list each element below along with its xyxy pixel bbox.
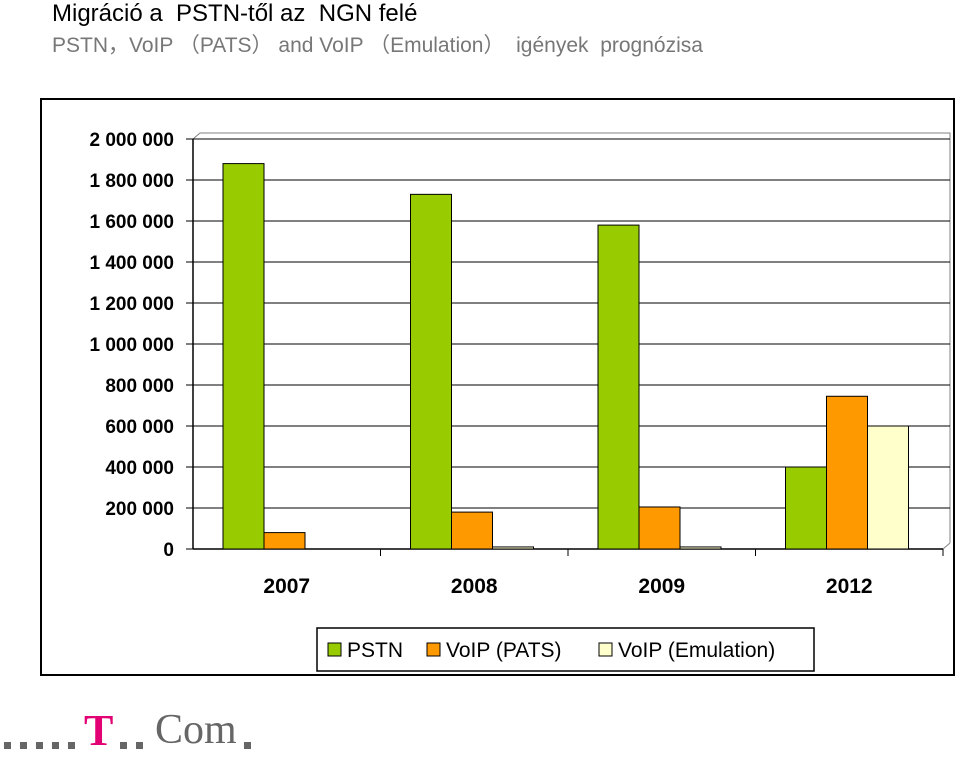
logo-dot <box>20 742 27 749</box>
chart-frame: 0 200 000 400 000 600 000 800 000 1 000 000 1 … <box>40 98 955 676</box>
legend-swatch <box>598 642 613 657</box>
plot-area-border <box>942 542 951 550</box>
y-tick-label: 0 <box>163 540 174 561</box>
bar-pstn <box>597 224 640 550</box>
logo-dot <box>4 742 11 749</box>
logo-dot <box>244 742 251 749</box>
x-tick-label: 2007 <box>263 575 310 598</box>
bar-voip-pats- <box>638 506 681 550</box>
y-tick-label: 1 000 000 <box>89 335 174 356</box>
bar-voip-pats- <box>451 511 493 550</box>
bar-voip-pats- <box>263 532 306 550</box>
y-tick-label: 1 400 000 <box>89 253 174 274</box>
y-tick-label: 1 200 000 <box>89 294 174 315</box>
legend-label: VoIP (PATS) <box>446 639 562 662</box>
bar-pstn <box>785 466 827 550</box>
slide-title: Migráció a PSTN-től az NGN felé <box>52 0 418 27</box>
legend-label: VoIP (Emulation) <box>618 639 775 662</box>
x-tick-label: 2009 <box>638 575 685 598</box>
legend-swatch <box>426 642 441 657</box>
y-tick-label: 200 000 <box>105 499 174 520</box>
x-tick-label: 2008 <box>451 575 498 598</box>
bar-voip-pats- <box>826 395 868 550</box>
logo-dot <box>68 742 75 749</box>
legend-swatch <box>327 642 342 657</box>
logo-dot <box>120 742 127 749</box>
x-tick-label: 2012 <box>826 575 873 598</box>
legend-label: PSTN <box>347 639 403 662</box>
legend-box <box>316 627 815 672</box>
bar-chart: 0 200 000 400 000 600 000 800 000 1 000 000 1 … <box>89 130 951 672</box>
telekom-t-logo: T <box>84 706 114 755</box>
bar-voip-emulation- <box>679 546 722 550</box>
y-tick-label: 1 600 000 <box>89 212 174 233</box>
com-logo-text: Com <box>155 707 237 753</box>
bar-voip-emulation- <box>867 425 909 550</box>
bar-voip-emulation- <box>492 546 534 550</box>
y-tick-label: 600 000 <box>105 417 174 438</box>
y-tick-label: 400 000 <box>105 458 174 479</box>
plot-area-border <box>192 132 951 543</box>
bar-pstn <box>222 163 265 550</box>
logo-dot <box>136 742 143 749</box>
bar-pstn <box>410 193 452 550</box>
y-tick-label: 2 000 000 <box>89 130 174 151</box>
y-tick-label: 1 800 000 <box>89 171 174 192</box>
slide-subtitle: PSTN，VoIP （PATS） and VoIP （Emulation） ig… <box>52 34 703 57</box>
logo-dot <box>52 742 59 749</box>
logo-dot <box>36 742 43 749</box>
y-tick-label: 800 000 <box>105 376 174 397</box>
